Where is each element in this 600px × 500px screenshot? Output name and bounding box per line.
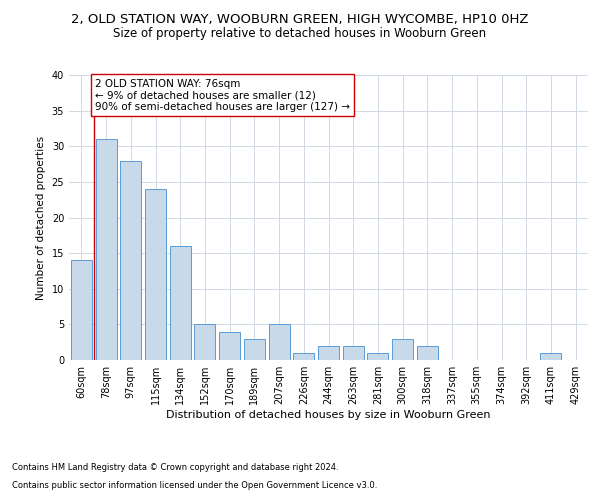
Bar — [219, 332, 240, 360]
Bar — [120, 160, 141, 360]
Text: Contains HM Land Registry data © Crown copyright and database right 2024.: Contains HM Land Registry data © Crown c… — [12, 464, 338, 472]
Y-axis label: Number of detached properties: Number of detached properties — [36, 136, 46, 300]
Text: 2, OLD STATION WAY, WOOBURN GREEN, HIGH WYCOMBE, HP10 0HZ: 2, OLD STATION WAY, WOOBURN GREEN, HIGH … — [71, 12, 529, 26]
Bar — [343, 346, 364, 360]
Bar — [367, 353, 388, 360]
X-axis label: Distribution of detached houses by size in Wooburn Green: Distribution of detached houses by size … — [166, 410, 491, 420]
Text: 2 OLD STATION WAY: 76sqm
← 9% of detached houses are smaller (12)
90% of semi-de: 2 OLD STATION WAY: 76sqm ← 9% of detache… — [95, 78, 350, 112]
Text: Contains public sector information licensed under the Open Government Licence v3: Contains public sector information licen… — [12, 481, 377, 490]
Bar — [170, 246, 191, 360]
Bar — [71, 260, 92, 360]
Bar — [293, 353, 314, 360]
Text: Size of property relative to detached houses in Wooburn Green: Size of property relative to detached ho… — [113, 28, 487, 40]
Bar — [318, 346, 339, 360]
Bar — [95, 139, 116, 360]
Bar — [417, 346, 438, 360]
Bar — [194, 324, 215, 360]
Bar — [244, 338, 265, 360]
Bar — [541, 353, 562, 360]
Bar — [145, 189, 166, 360]
Bar — [392, 338, 413, 360]
Bar — [269, 324, 290, 360]
